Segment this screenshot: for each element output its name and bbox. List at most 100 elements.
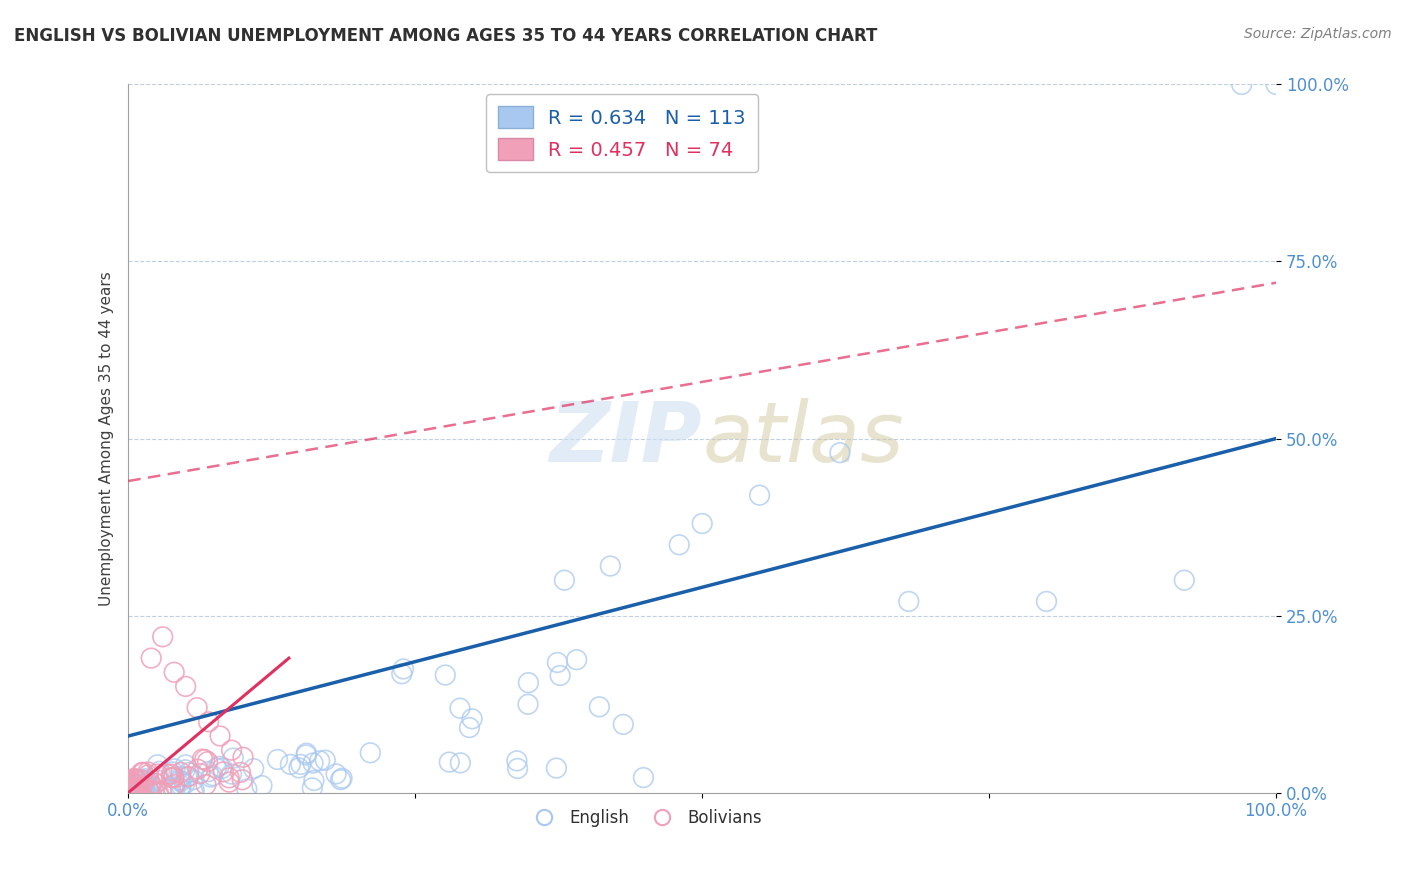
Point <box>221 743 243 757</box>
Point <box>162 770 184 784</box>
Point <box>187 762 209 776</box>
Point <box>131 786 153 800</box>
Point <box>188 766 211 780</box>
Point <box>828 446 851 460</box>
Point <box>748 488 770 502</box>
Point <box>177 765 200 780</box>
Point <box>134 772 156 786</box>
Point <box>134 781 156 796</box>
Point <box>1035 594 1057 608</box>
Point <box>127 778 149 792</box>
Point <box>118 782 141 797</box>
Point <box>125 776 148 790</box>
Point <box>218 771 240 785</box>
Point <box>174 763 197 777</box>
Point <box>132 778 155 792</box>
Point <box>236 782 259 797</box>
Legend: English, Bolivians: English, Bolivians <box>520 803 769 834</box>
Point <box>124 778 146 792</box>
Point <box>170 765 193 780</box>
Point <box>170 778 193 792</box>
Point <box>197 714 219 729</box>
Point <box>250 779 273 793</box>
Point <box>134 776 156 790</box>
Point <box>169 772 191 787</box>
Point <box>329 772 352 787</box>
Y-axis label: Unemployment Among Ages 35 to 44 years: Unemployment Among Ages 35 to 44 years <box>100 271 114 606</box>
Point <box>145 776 167 790</box>
Text: ZIP: ZIP <box>550 398 702 479</box>
Point <box>125 772 148 786</box>
Point <box>506 754 529 768</box>
Point <box>211 761 233 775</box>
Point <box>231 772 253 787</box>
Point <box>124 781 146 796</box>
Point <box>122 783 145 797</box>
Point <box>163 778 186 792</box>
Point <box>181 784 204 798</box>
Point <box>392 662 415 676</box>
Point <box>546 656 568 670</box>
Point <box>229 765 252 780</box>
Point <box>124 780 146 795</box>
Point <box>139 778 162 792</box>
Point <box>197 764 219 779</box>
Point <box>186 700 208 714</box>
Text: atlas: atlas <box>702 398 904 479</box>
Point <box>134 780 156 795</box>
Point <box>121 776 143 790</box>
Point <box>141 651 163 665</box>
Point <box>170 770 193 784</box>
Point <box>588 699 610 714</box>
Point <box>391 666 413 681</box>
Point <box>359 746 381 760</box>
Point <box>136 782 159 797</box>
Point <box>295 746 318 760</box>
Point <box>122 777 145 791</box>
Point <box>1265 78 1288 92</box>
Point <box>449 701 471 715</box>
Point <box>127 781 149 796</box>
Point <box>122 785 145 799</box>
Point <box>127 778 149 792</box>
Point <box>162 780 184 794</box>
Point <box>897 594 920 608</box>
Point <box>143 785 166 799</box>
Point <box>548 668 571 682</box>
Point <box>159 783 181 797</box>
Point <box>136 777 159 791</box>
Point <box>173 777 195 791</box>
Point <box>177 770 200 784</box>
Point <box>612 717 634 731</box>
Point <box>668 538 690 552</box>
Point <box>118 782 141 797</box>
Point <box>128 782 150 797</box>
Point <box>288 761 311 775</box>
Point <box>212 764 235 779</box>
Point <box>183 772 205 787</box>
Point <box>197 755 219 769</box>
Point <box>129 782 152 797</box>
Point <box>148 785 170 799</box>
Point <box>150 784 173 798</box>
Point <box>280 757 302 772</box>
Point <box>209 729 232 743</box>
Point <box>160 771 183 785</box>
Point <box>120 783 142 797</box>
Point <box>122 777 145 791</box>
Point <box>129 772 152 787</box>
Point <box>174 757 197 772</box>
Point <box>458 721 481 735</box>
Point <box>449 756 471 770</box>
Point <box>118 781 141 796</box>
Point <box>314 753 336 767</box>
Point <box>200 770 222 784</box>
Point <box>517 698 540 712</box>
Point <box>131 765 153 780</box>
Point <box>302 756 325 770</box>
Point <box>546 761 568 775</box>
Point <box>120 773 142 788</box>
Point <box>146 767 169 781</box>
Point <box>125 786 148 800</box>
Point <box>124 783 146 797</box>
